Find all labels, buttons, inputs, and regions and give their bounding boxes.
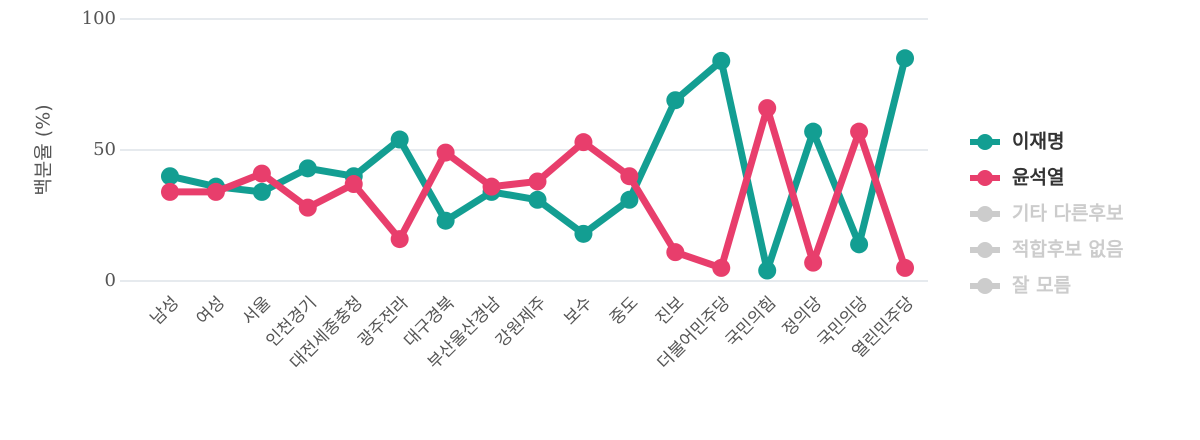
- x-tick-label: 진보: [652, 293, 688, 329]
- data-point: [160, 167, 179, 186]
- data-point: [482, 177, 501, 196]
- data-point: [666, 91, 685, 110]
- data-point: [620, 167, 639, 186]
- x-tick-label: 광주전라: [354, 293, 413, 352]
- legend-marker: [977, 278, 993, 294]
- x-tick-label: 보수: [560, 293, 596, 329]
- x-tick-label: 강원제주: [492, 293, 550, 351]
- data-point: [620, 190, 639, 209]
- legend-marker: [977, 206, 993, 222]
- data-point: [896, 49, 915, 68]
- data-point: [436, 211, 455, 230]
- series-line: [169, 57, 909, 275]
- x-tick-label: 서울: [239, 293, 275, 329]
- data-point: [850, 235, 869, 254]
- legend-label[interactable]: 기타 다른후보: [1012, 203, 1124, 225]
- x-tick-label: 남성: [147, 293, 183, 329]
- data-point: [298, 159, 317, 178]
- data-point: [390, 230, 409, 249]
- data-point: [390, 130, 409, 149]
- x-tick-label: 국민의힘: [722, 293, 780, 351]
- data-point: [528, 190, 547, 209]
- y-axis-label: 백분율 (%): [33, 104, 55, 195]
- legend-marker: [977, 134, 993, 150]
- data-point: [574, 133, 593, 152]
- data-point: [896, 258, 915, 277]
- data-point: [344, 175, 363, 194]
- legend-marker: [977, 170, 993, 186]
- data-point: [758, 99, 777, 118]
- legend-label[interactable]: 적합후보 없음: [1012, 239, 1124, 261]
- x-tick-label: 여성: [193, 293, 229, 329]
- y-tick-label: 100: [82, 8, 116, 29]
- legend-label[interactable]: 잘 모름: [1012, 275, 1071, 297]
- data-point: [160, 182, 179, 201]
- data-point: [252, 164, 271, 183]
- y-tick-label: 0: [105, 270, 116, 291]
- y-tick-label: 50: [93, 139, 116, 160]
- data-point: [712, 258, 731, 277]
- data-point: [804, 122, 823, 141]
- data-point: [758, 261, 777, 280]
- data-point: [850, 122, 869, 141]
- data-point: [712, 51, 731, 70]
- data-point: [206, 182, 225, 201]
- legend-label[interactable]: 이재명: [1012, 131, 1064, 153]
- data-point: [252, 182, 271, 201]
- data-point: [666, 243, 685, 262]
- data-point: [528, 172, 547, 191]
- legend-marker: [977, 242, 993, 258]
- data-point: [574, 224, 593, 243]
- data-point: [436, 143, 455, 162]
- data-point: [298, 198, 317, 217]
- legend-label[interactable]: 윤석열: [1012, 167, 1064, 189]
- x-tick-label: 중도: [606, 293, 642, 329]
- data-point: [804, 253, 823, 272]
